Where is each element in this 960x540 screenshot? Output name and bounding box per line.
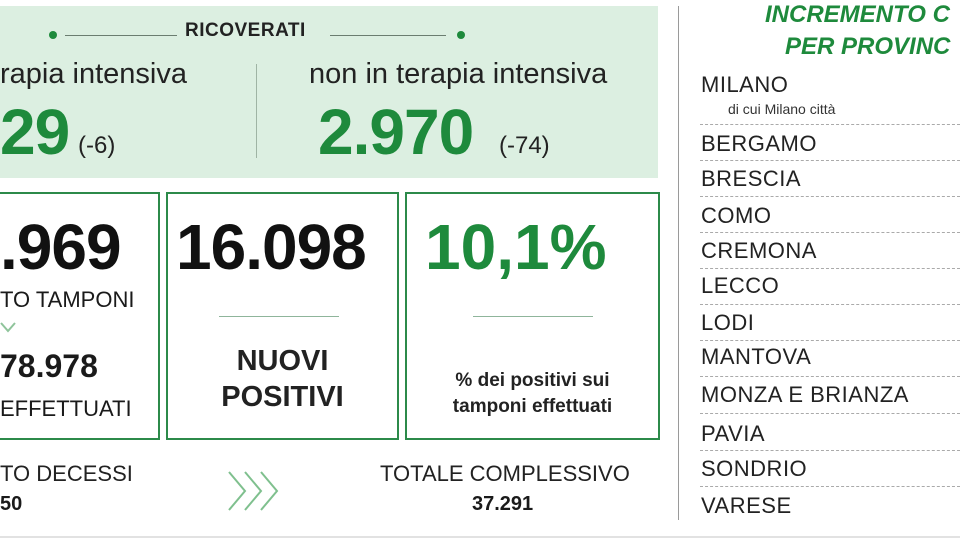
new-positives-label-1: NUOVI (236, 345, 329, 377)
title-rule-left (65, 35, 177, 36)
non-icu-value: 2.970 (318, 96, 474, 168)
tests-total-value: 78.978 (0, 348, 98, 384)
province-mantova: MANTOVA (701, 344, 812, 369)
title-rule-right (330, 35, 446, 36)
hospitalized-panel (0, 6, 658, 178)
milano-city-sublabel: di cui Milano città (728, 101, 836, 117)
province-varese: VARESE (701, 493, 792, 518)
icu-value: 29 (0, 96, 70, 168)
tests-box (0, 192, 160, 440)
province-separator (700, 232, 960, 233)
province-como: COMO (701, 203, 772, 228)
province-separator (700, 124, 960, 125)
province-pavia: PAVIA (701, 421, 766, 446)
triple-chevron-right-icon (228, 471, 279, 511)
province-brescia: BRESCIA (701, 166, 802, 191)
province-separator (700, 268, 960, 269)
province-monza-brianza: MONZA E BRIANZA (701, 382, 909, 407)
province-separator (700, 160, 960, 161)
province-sondrio: SONDRIO (701, 456, 808, 481)
province-separator (700, 413, 960, 414)
tests-total-label: EFFETTUATI (0, 396, 132, 421)
new-positives-value: 16.098 (176, 211, 367, 283)
province-cremona: CREMONA (701, 238, 817, 263)
deaths-label: TO DECESSI (0, 461, 133, 486)
province-separator (700, 304, 960, 305)
non-icu-delta: (-74) (499, 132, 550, 159)
new-positives-rule (219, 316, 339, 317)
positivity-rule (473, 316, 593, 317)
chevron-down-icon (0, 322, 16, 333)
bottom-rule (0, 536, 960, 538)
province-milano: MILANO (701, 72, 789, 97)
provinces-title-2: PER PROVINC (785, 33, 951, 60)
icu-delta: (-6) (78, 132, 116, 159)
province-separator (700, 340, 960, 341)
province-separator (700, 196, 960, 197)
hospitalized-divider (256, 64, 257, 158)
vertical-divider (678, 6, 679, 520)
hospitalized-title: RICOVERATI (185, 20, 306, 41)
tests-label: TO TAMPONI (0, 287, 135, 312)
deaths-value: 50 (0, 493, 23, 515)
deaths-total-value: 37.291 (472, 493, 534, 515)
province-separator (700, 450, 960, 451)
provinces-title-1: INCREMENTO C (765, 1, 950, 28)
deaths-total-label: TOTALE COMPLESSIVO (380, 461, 630, 486)
province-separator (700, 486, 960, 487)
province-separator (700, 376, 960, 377)
dot-left (49, 31, 57, 39)
new-positives-label-2: POSITIVI (221, 381, 344, 413)
non-icu-label: non in terapia intensiva (309, 58, 608, 90)
tests-value: .969 (0, 211, 122, 283)
province-bergamo: BERGAMO (701, 131, 817, 156)
positivity-label-2: tamponi effettuati (452, 396, 613, 417)
icu-label: rapia intensiva (0, 58, 187, 90)
dot-right (457, 31, 465, 39)
province-lecco: LECCO (701, 273, 780, 298)
positivity-value: 10,1% (425, 211, 607, 283)
province-lodi: LODI (701, 310, 755, 335)
positivity-label-1: % dei positivi sui (455, 370, 610, 391)
